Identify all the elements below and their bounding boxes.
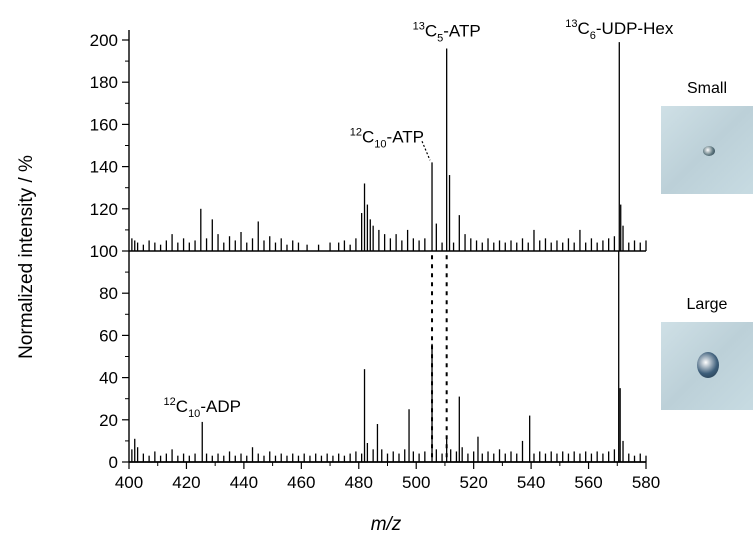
inset-large: Large — [661, 296, 753, 410]
peak-annotation: 12C10-ADP — [164, 396, 241, 420]
peak-annotation: 13C6-UDP-Hex — [565, 18, 674, 42]
inset-large-label: Large — [686, 296, 728, 313]
x-tick-label: 540 — [517, 473, 545, 492]
x-tick-label: 480 — [345, 473, 373, 492]
inset-small-label: Small — [686, 80, 727, 97]
y-tick-label: 40 — [99, 369, 118, 388]
y-tick-label: 160 — [90, 115, 118, 134]
x-tick-label: 520 — [459, 473, 487, 492]
dotted-connectors — [431, 255, 448, 460]
x-tick-label: 500 — [402, 473, 430, 492]
x-tick-label: 460 — [287, 473, 315, 492]
x-tick-label: 400 — [115, 473, 143, 492]
x-tick-label: 560 — [574, 473, 602, 492]
inset-small-micrograph — [661, 106, 753, 194]
peak-annotations: 13C5-ATP 13C6-UDP-Hex 12C10-ATP 12C10-ADP — [164, 18, 674, 420]
series-small-spectrum — [129, 42, 647, 252]
y-axis-label: Normalized intensity / % — [16, 155, 37, 359]
y-tick-label: 140 — [90, 158, 118, 177]
y-tick-label: 180 — [90, 73, 118, 92]
x-tick-label: 440 — [230, 473, 258, 492]
peak-annotation: 12C10-ATP — [350, 126, 424, 150]
x-tick-label: 580 — [632, 473, 660, 492]
y-tick-label: 20 — [99, 411, 118, 430]
small-cell — [703, 146, 715, 156]
axes: 0 20 40 60 80 100 120 140 160 180 200 400 420 440 460 4… — [90, 30, 660, 492]
series-large-spectrum — [129, 251, 647, 463]
annotation-leader — [421, 141, 431, 161]
inset-large-micrograph — [661, 322, 753, 410]
x-tick-label: 420 — [172, 473, 200, 492]
y-tick-label: 120 — [90, 200, 118, 219]
y-tick-label: 100 — [90, 242, 118, 261]
y-tick-label: 0 — [109, 453, 118, 472]
y-tick-label: 80 — [99, 284, 118, 303]
peak-annotation: 13C5-ATP — [413, 20, 481, 44]
inset-small: Small — [661, 80, 753, 194]
y-tick-label: 60 — [99, 326, 118, 345]
large-cell — [697, 352, 719, 378]
y-tick-label: 200 — [90, 31, 118, 50]
x-axis-label: m/z — [371, 514, 402, 535]
